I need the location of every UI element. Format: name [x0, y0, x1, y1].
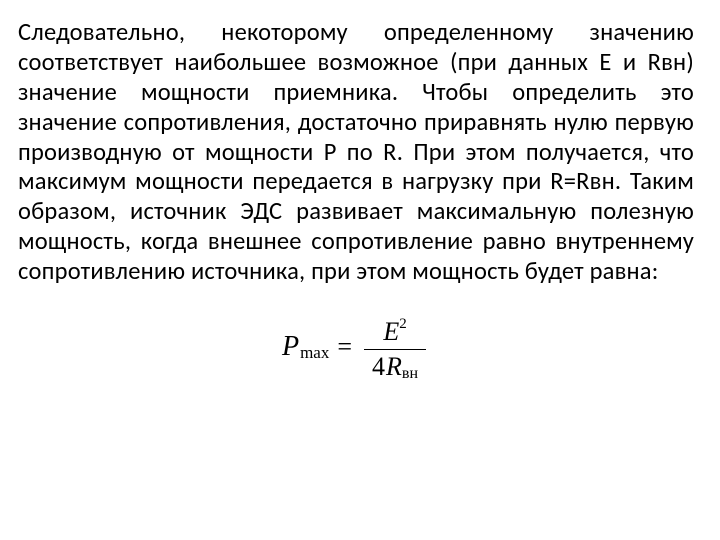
variable-r: R: [386, 352, 402, 381]
variable-e: E: [383, 317, 399, 346]
variable-p: P: [282, 331, 299, 363]
formula-fraction: E2 4Rвн: [364, 317, 426, 382]
pmax-formula: P max = E2 4Rвн: [282, 315, 430, 380]
superscript-2: 2: [399, 316, 407, 332]
formula-block: P max = E2 4Rвн: [18, 315, 694, 380]
fraction-numerator: E2: [375, 317, 414, 349]
formula-line: P max = E2 4Rвн: [282, 315, 430, 380]
subscript-vn: вн: [402, 365, 418, 382]
document-body: Следовательно, некоторому определенному …: [0, 0, 720, 390]
coefficient-4: 4: [372, 352, 385, 381]
fraction-denominator: 4Rвн: [364, 349, 426, 382]
subscript-max: max: [300, 343, 329, 363]
equals-sign: =: [337, 332, 352, 362]
formula-lhs: P max: [282, 331, 329, 363]
main-paragraph: Следовательно, некоторому определенному …: [18, 18, 694, 287]
